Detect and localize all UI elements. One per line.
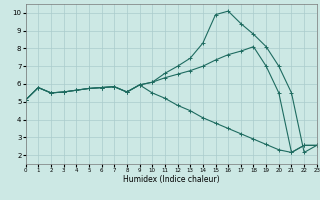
X-axis label: Humidex (Indice chaleur): Humidex (Indice chaleur) (123, 175, 220, 184)
